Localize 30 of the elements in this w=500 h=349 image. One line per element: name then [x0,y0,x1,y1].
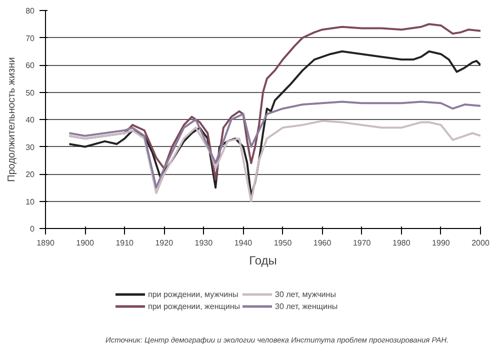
y-tick-label: 60 [26,61,36,70]
x-tick-label: 1970 [352,238,372,248]
x-tick-label: 1910 [116,238,134,248]
x-tick-label: 1930 [194,238,214,248]
x-tick-label: 1900 [76,238,94,248]
line-series [68,50,480,197]
y-tick-label: 20 [26,170,36,179]
x-tick-label: 1990 [432,238,450,248]
x-tick-label: 1960 [313,238,332,248]
legend-label: при рождении, мужчины [148,289,238,299]
y-tick-label: 70 [26,34,36,43]
y-axis-title: Продолжительность жизни [6,57,18,182]
y-tick-label: 50 [26,88,36,98]
x-tick-label: 2000 [472,238,490,248]
x-tick-label: 1980 [392,238,411,248]
y-tick-label: 80 [26,6,36,16]
x-tick-label: 1920 [155,238,174,248]
legend-label: при рождении, женщины [148,301,240,311]
x-tick-label: 1890 [36,238,55,248]
y-tick-label: 10 [26,197,36,206]
legend-label: 30 лет, мужчины [275,289,336,299]
y-tick-label: 30 [26,142,36,152]
legend-label: 30 лет, женщины [275,301,338,311]
x-axis-title: Годы [249,254,277,268]
line-series [68,120,480,202]
x-tick-label: 1950 [274,238,292,248]
x-tick-label: 1940 [234,238,253,248]
line-series [68,100,480,189]
y-tick-label: 40 [26,116,36,124]
y-tick-label: 0 [30,224,36,234]
